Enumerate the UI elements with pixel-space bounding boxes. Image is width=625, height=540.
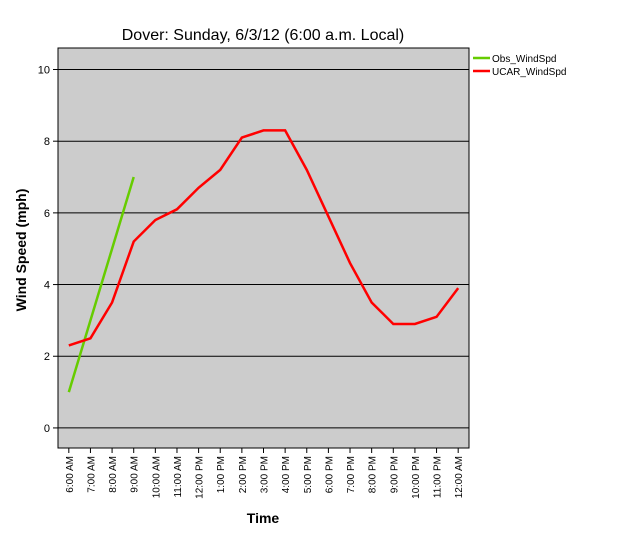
series-line [68, 129, 460, 347]
x-tick-label: 2:00 PM [238, 456, 249, 493]
x-tick-label: 6:00 PM [324, 456, 335, 493]
y-tick-label: 8 [44, 136, 50, 148]
series-line [67, 176, 135, 393]
x-tick-label: 10:00 PM [411, 456, 422, 499]
x-tick-label: 9:00 AM [130, 456, 141, 493]
x-tick-label: 8:00 AM [108, 456, 119, 493]
x-tick-label: 12:00 AM [454, 456, 465, 498]
legend-label: Obs_WindSpd [492, 54, 556, 65]
x-tick-label: 6:00 AM [65, 456, 76, 493]
y-tick-label: 6 [44, 208, 50, 220]
x-tick-label: 12:00 PM [195, 456, 206, 499]
x-tick-label: 8:00 PM [368, 456, 379, 493]
x-tick-label: 7:00 PM [346, 456, 357, 493]
x-tick-label: 7:00 AM [86, 456, 97, 493]
chart-title: Dover: Sunday, 6/3/12 (6:00 a.m. Local) [122, 27, 405, 44]
x-tick-label: 5:00 PM [303, 456, 314, 493]
y-tick-label: 4 [44, 280, 50, 292]
x-tick-label: 9:00 PM [389, 456, 400, 493]
y-axis-label: Wind Speed (mph) [13, 189, 29, 312]
y-tick-label: 0 [44, 423, 50, 435]
x-tick-label: 4:00 PM [281, 456, 292, 493]
x-tick-label: 10:00 AM [151, 456, 162, 498]
x-tick-label: 1:00 PM [216, 456, 227, 493]
y-tick-label: 10 [38, 65, 50, 77]
legend-label: UCAR_WindSpd [492, 67, 566, 78]
x-axis-label: Time [247, 510, 280, 526]
x-tick-label: 11:00 AM [173, 456, 184, 498]
x-tick-label: 11:00 PM [433, 456, 444, 498]
x-tick-label: 3:00 PM [260, 456, 271, 493]
y-tick-label: 2 [44, 351, 50, 363]
plot-area [57, 47, 470, 449]
